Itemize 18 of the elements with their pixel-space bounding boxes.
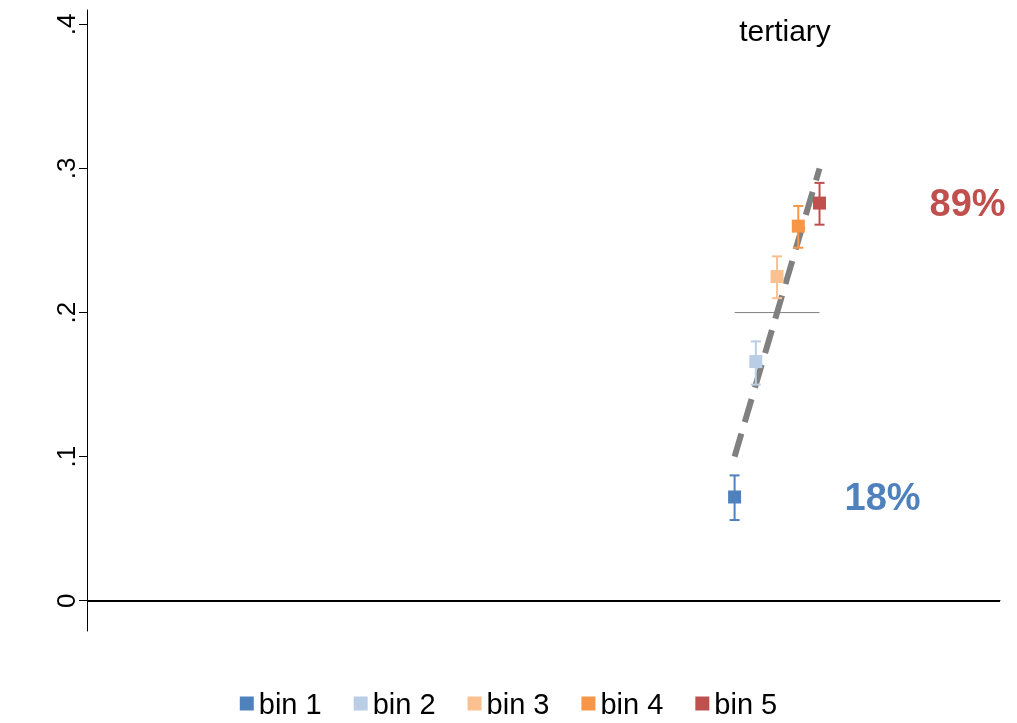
legend-label: bin 4 bbox=[600, 687, 664, 720]
legend-label: bin 3 bbox=[486, 687, 550, 720]
chart-title: tertiary bbox=[739, 13, 831, 47]
point bbox=[770, 270, 784, 284]
y-tick-label: .2 bbox=[51, 301, 81, 324]
point bbox=[813, 196, 827, 210]
point bbox=[791, 219, 805, 233]
y-tick-label: .4 bbox=[51, 13, 81, 36]
y-tick-label: 0 bbox=[51, 593, 81, 608]
legend-label: bin 5 bbox=[714, 687, 778, 720]
annotation: 18% bbox=[844, 476, 921, 518]
legend-label: bin 2 bbox=[372, 687, 436, 720]
y-tick-label: .1 bbox=[51, 445, 81, 468]
point bbox=[749, 355, 763, 369]
annotation: 89% bbox=[929, 182, 1006, 225]
legend-label: bin 1 bbox=[258, 687, 322, 720]
y-tick-label: .3 bbox=[51, 157, 81, 180]
point bbox=[728, 490, 742, 504]
